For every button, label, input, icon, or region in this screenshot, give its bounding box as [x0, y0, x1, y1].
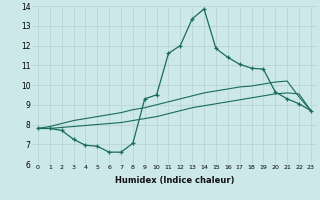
X-axis label: Humidex (Indice chaleur): Humidex (Indice chaleur) — [115, 176, 234, 185]
